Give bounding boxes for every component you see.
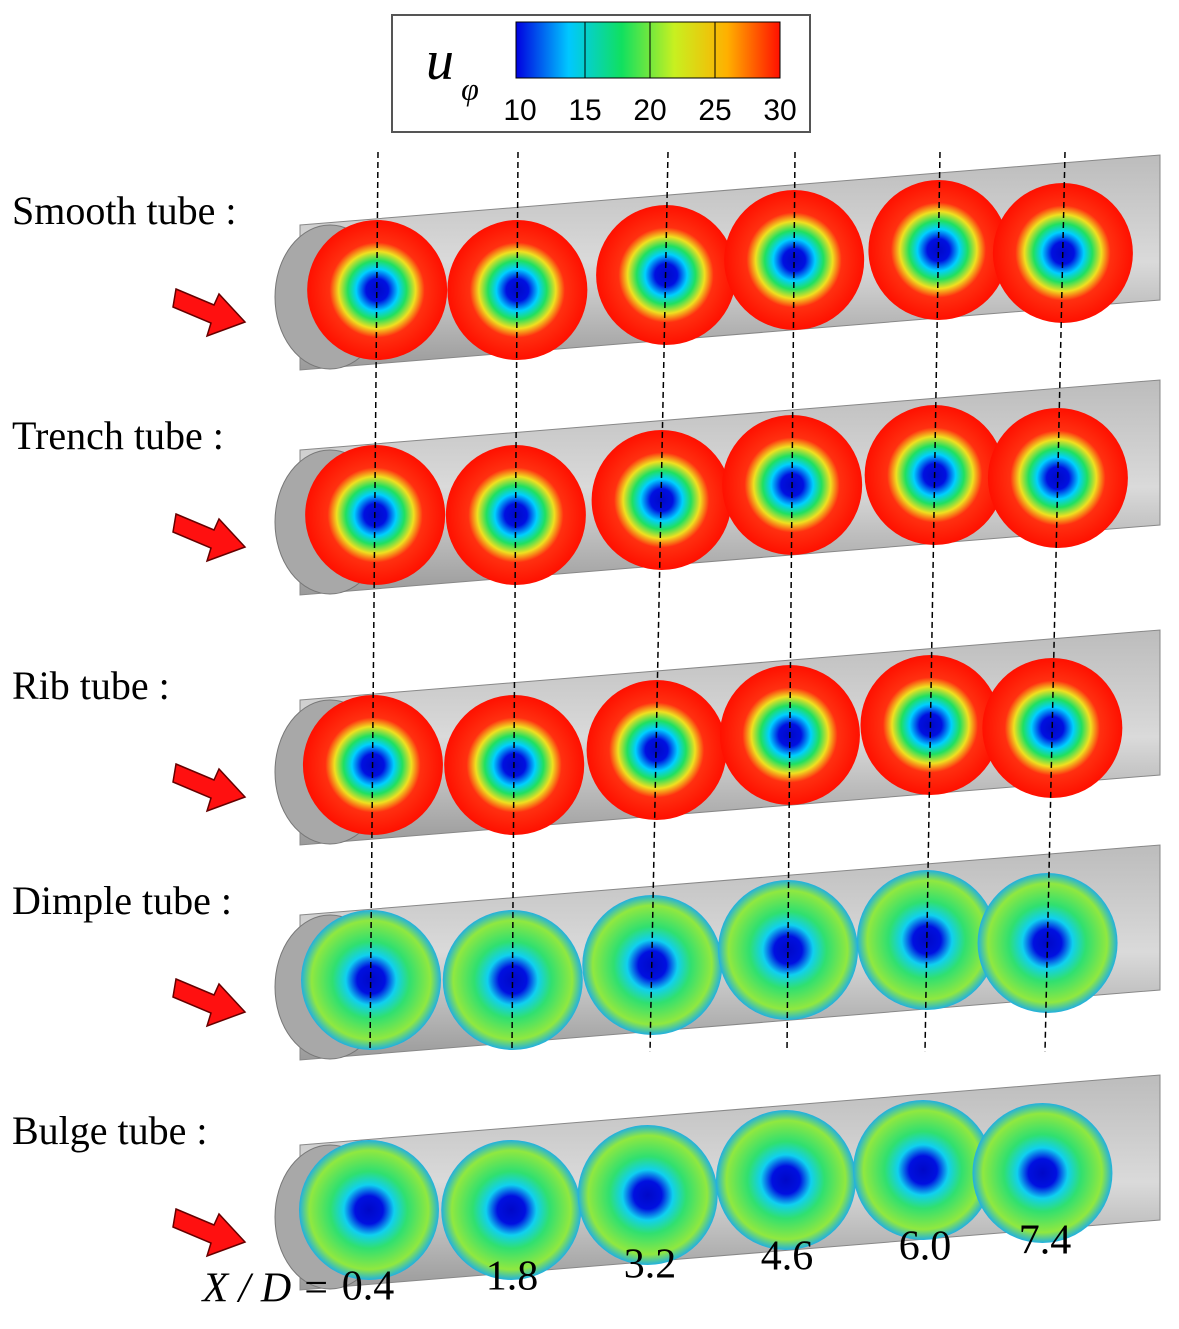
inlet-arrow: [172, 287, 247, 338]
row-label: Bulge tube :: [12, 1108, 208, 1153]
colorbar-tick-label: 30: [763, 94, 796, 127]
row-label: Trench tube :: [12, 413, 224, 458]
inlet-arrow: [172, 512, 247, 563]
position-label: 3.2: [624, 1242, 677, 1288]
contour-section: [591, 430, 732, 570]
contour-section: [856, 870, 997, 1010]
section-line: [511, 151, 519, 1053]
contour-section: [715, 1110, 856, 1250]
legend-symbol: u: [426, 30, 454, 92]
row-label: Smooth tube :: [12, 188, 236, 233]
row-label: Rib tube :: [12, 663, 170, 708]
contour-section: [853, 1100, 994, 1240]
section-line: [786, 151, 796, 1053]
colorbar-tick-label: 20: [633, 94, 666, 127]
content: 10 15 20 25 30 Smooth tube : Trench tube : Rib …: [12, 22, 1161, 1312]
inlet-arrow: [172, 977, 247, 1028]
contour-section: [577, 1125, 718, 1265]
contour-section: [307, 220, 448, 360]
position-label: 7.4: [1019, 1218, 1072, 1264]
inlet-arrow: [172, 762, 247, 813]
position-label: 1.8: [486, 1254, 539, 1300]
colorbar: [515, 21, 781, 79]
contour-section: [586, 680, 727, 820]
section-line: [649, 151, 669, 1053]
contour-section: [298, 1140, 439, 1280]
position-label: 4.6: [761, 1234, 814, 1280]
contour-section: [301, 910, 442, 1050]
row-label: Dimple tube :: [12, 878, 232, 923]
section-line: [1044, 151, 1066, 1053]
colorbar-tick-label: 15: [568, 94, 601, 127]
colorbar-tick-label: 25: [698, 94, 731, 127]
contour-section: [447, 220, 588, 360]
colorbar-tick-label: 10: [503, 94, 536, 127]
inlet-arrow: [172, 1207, 247, 1258]
contour-section: [868, 180, 1009, 320]
contour-section: [442, 910, 583, 1050]
contour-section: [982, 658, 1123, 798]
position-label: 0.4: [342, 1264, 395, 1310]
position-prefix: X / D =: [201, 1266, 331, 1312]
contour-section: [441, 1140, 582, 1280]
contour-section: [972, 1103, 1113, 1243]
position-label: 6.0: [899, 1224, 952, 1270]
legend-subscript: φ: [461, 70, 479, 106]
section-line: [369, 151, 379, 1053]
contour-section: [987, 408, 1128, 548]
section-line: [924, 151, 941, 1053]
contour-section: [724, 190, 865, 330]
contour-section: [718, 880, 859, 1020]
